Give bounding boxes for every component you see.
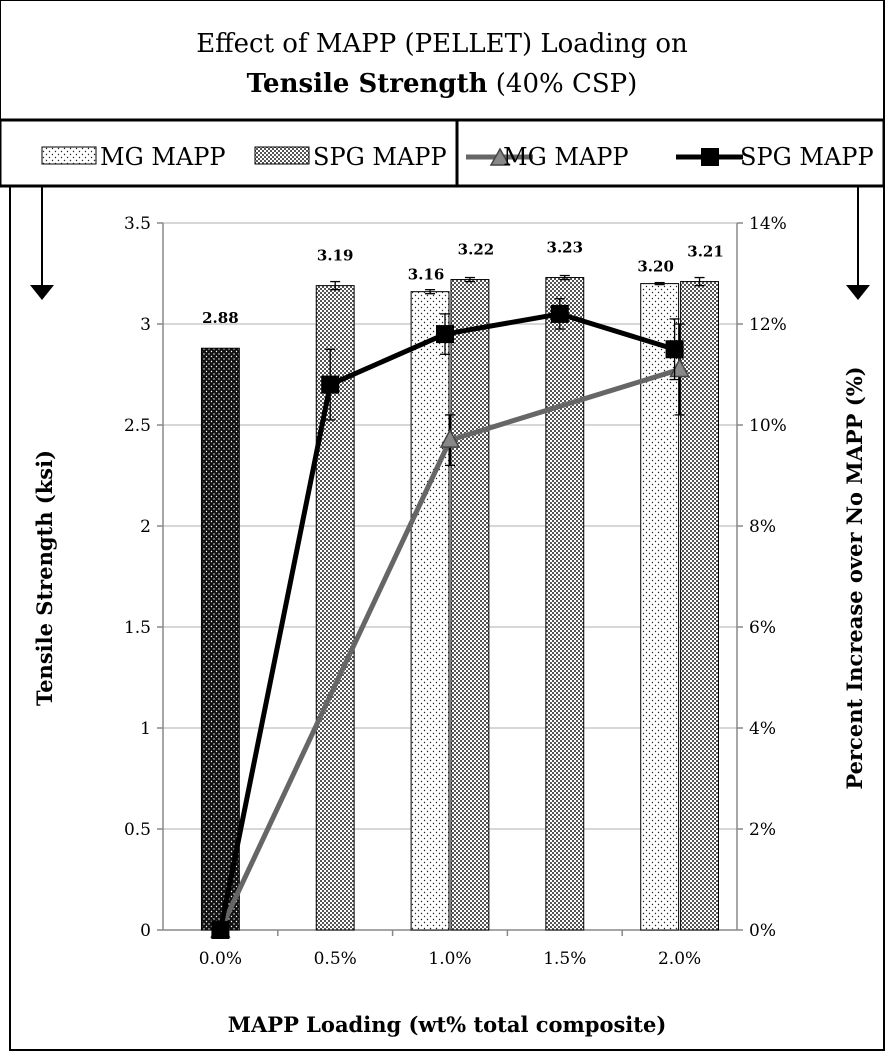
bar-label: 3.23 (547, 239, 584, 257)
y-tick-label: 0 (140, 921, 151, 941)
legend-marker-spg (701, 148, 719, 166)
point-spg (321, 376, 339, 394)
bar-label: 3.22 (458, 241, 495, 259)
bar-spg (546, 278, 584, 930)
chart-title-bold: Tensile Strength (247, 69, 488, 99)
plot-area: 0 0.5 1 1.5 2 2.5 3 3.5 0% 2% 4% 6% 8% 10% 12% 14% 0.0% 0… (124, 214, 787, 969)
y2-tick-label: 0% (749, 921, 776, 941)
point-spg (211, 921, 229, 939)
right-axis-arrow (846, 186, 870, 300)
title-box (0, 0, 884, 120)
y-tick-label: 2 (140, 517, 151, 537)
x-axis-title: MAPP Loading (wt% total composite) (228, 1012, 667, 1037)
x-tick-label: 1.5% (543, 949, 586, 969)
y-tick-label: 0.5 (124, 820, 151, 840)
y2-tick-label: 4% (749, 719, 776, 739)
y2-tick-label: 8% (749, 517, 776, 537)
y2-tick-label: 2% (749, 820, 776, 840)
x-tick-label: 2.0% (658, 949, 701, 969)
bar-label: 3.16 (408, 266, 445, 284)
legend-label-mg-bar: MG MAPP (100, 143, 226, 171)
y-axis-title: Tensile Strength (ksi) (32, 450, 57, 706)
bar-label: 3.20 (637, 258, 674, 276)
y2-axis-title: Percent Increase over No MAPP (%) (842, 366, 867, 789)
y2-tick-label: 6% (749, 618, 776, 638)
legend-label-spg-bar: SPG MAPP (313, 143, 447, 171)
y2-tick-label: 12% (749, 315, 787, 335)
y-tick-label: 2.5 (124, 416, 151, 436)
y2-tick-label: 14% (749, 214, 787, 234)
point-spg (551, 305, 569, 323)
legend-swatch-spg-bar (255, 147, 309, 164)
y-tick-label: 3 (140, 315, 151, 335)
legend-swatch-mg-bar (42, 147, 96, 164)
bar-mg (411, 292, 449, 930)
y-tick-label: 1 (140, 719, 151, 739)
y-tick-label: 3.5 (124, 214, 151, 234)
x-tick-label: 1.0% (428, 949, 471, 969)
bar-label: 3.21 (687, 243, 724, 261)
legend-label-mg-line: MG MAPP (503, 143, 629, 171)
x-tick-label: 0.0% (199, 949, 242, 969)
chart-subtitle: Tensile Strength (40% CSP) (247, 69, 638, 99)
bar-baseline (201, 348, 239, 930)
bar-label: 2.88 (202, 309, 239, 327)
y-tick-label: 1.5 (124, 618, 151, 638)
legend-label-spg-line: SPG MAPP (740, 143, 874, 171)
bar-spg (451, 280, 489, 930)
bar-label: 3.19 (317, 247, 354, 265)
point-spg (666, 340, 684, 358)
chart-title: Effect of MAPP (PELLET) Loading on (196, 29, 688, 59)
x-tick-label: 0.5% (314, 949, 357, 969)
bar-spg (681, 282, 719, 930)
point-spg (436, 325, 454, 343)
chart-title-suffix: (40% CSP) (488, 69, 638, 99)
left-axis-arrow (30, 186, 54, 300)
y2-tick-label: 10% (749, 416, 787, 436)
